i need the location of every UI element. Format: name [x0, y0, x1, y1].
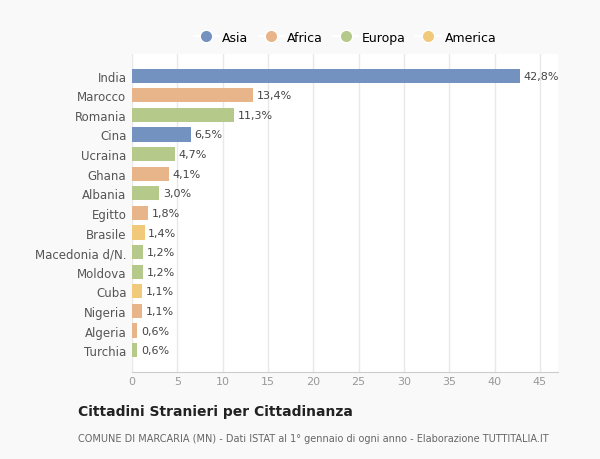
Bar: [132, 128, 191, 142]
Text: 1,2%: 1,2%: [146, 247, 175, 257]
Bar: [132, 187, 159, 201]
Text: 0,6%: 0,6%: [141, 326, 169, 336]
Legend: Asia, Africa, Europa, America: Asia, Africa, Europa, America: [188, 27, 502, 50]
Bar: [132, 167, 169, 181]
Bar: [132, 69, 520, 84]
Text: 1,4%: 1,4%: [148, 228, 176, 238]
Text: 42,8%: 42,8%: [524, 72, 559, 82]
Bar: [132, 246, 143, 260]
Text: 1,1%: 1,1%: [146, 287, 174, 297]
Text: 1,1%: 1,1%: [146, 306, 174, 316]
Text: 11,3%: 11,3%: [238, 111, 273, 121]
Bar: [132, 226, 145, 240]
Text: 4,7%: 4,7%: [178, 150, 206, 160]
Text: 0,6%: 0,6%: [141, 345, 169, 355]
Bar: [132, 343, 137, 358]
Text: 4,1%: 4,1%: [173, 169, 201, 179]
Bar: [132, 304, 142, 318]
Bar: [132, 324, 137, 338]
Bar: [132, 109, 235, 123]
Text: 6,5%: 6,5%: [194, 130, 223, 140]
Bar: [132, 89, 253, 103]
Text: 3,0%: 3,0%: [163, 189, 191, 199]
Text: 1,2%: 1,2%: [146, 267, 175, 277]
Bar: [132, 285, 142, 299]
Text: 13,4%: 13,4%: [257, 91, 292, 101]
Bar: [132, 207, 148, 220]
Text: COMUNE DI MARCARIA (MN) - Dati ISTAT al 1° gennaio di ogni anno - Elaborazione T: COMUNE DI MARCARIA (MN) - Dati ISTAT al …: [78, 433, 548, 442]
Bar: [132, 148, 175, 162]
Text: Cittadini Stranieri per Cittadinanza: Cittadini Stranieri per Cittadinanza: [78, 404, 353, 419]
Bar: [132, 265, 143, 279]
Text: 1,8%: 1,8%: [152, 208, 180, 218]
